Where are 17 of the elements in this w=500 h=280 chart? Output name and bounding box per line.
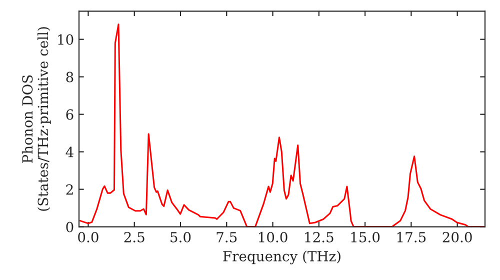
- x-tick-label: 20.0: [442, 232, 472, 242]
- y-tick-label: 4: [66, 146, 74, 158]
- y-tick-label: 2: [66, 184, 73, 195]
- x-axis-title: Frequency (THz): [223, 250, 340, 264]
- x-tick-label: 17.5: [397, 232, 426, 242]
- x-tick-label: 7.5: [216, 232, 237, 242]
- y-tick-label: 8: [66, 72, 74, 82]
- x-tick-label: 10.0: [259, 232, 288, 242]
- x-tick-label: 5.0: [170, 232, 191, 242]
- x-tick-label: 12.5: [305, 232, 334, 242]
- y-axis-title: Phonon DOS (States/THz·primitive cell): [22, 27, 51, 211]
- x-tick-label: 0.0: [78, 232, 98, 242]
- y-tick-label: 10: [58, 34, 74, 45]
- x-tick-label: 2.5: [124, 232, 144, 242]
- x-tick-label: 15.0: [351, 232, 380, 242]
- y-tick-label: 0: [66, 222, 74, 232]
- y-tick-label: 6: [66, 109, 74, 120]
